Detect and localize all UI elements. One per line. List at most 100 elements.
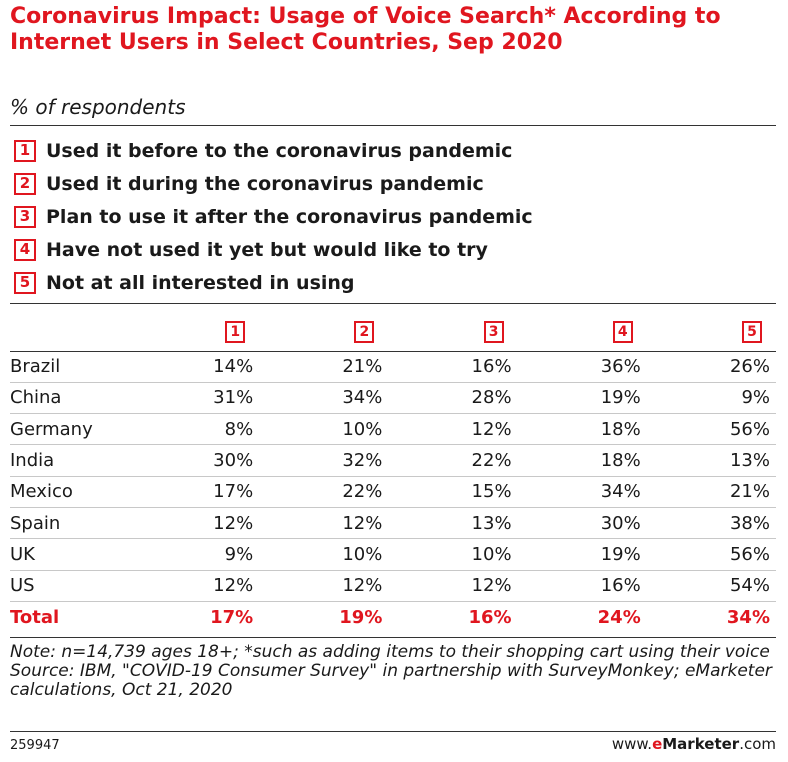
legend-number-box: 5 bbox=[14, 271, 36, 294]
legend-number-box: 1 bbox=[14, 139, 36, 162]
value-cell: 21% bbox=[729, 481, 770, 503]
brand-prefix: www. bbox=[611, 735, 653, 753]
divider-top bbox=[10, 125, 776, 126]
value-cell: 31% bbox=[213, 387, 254, 409]
notes-block: Note: n=14,739 ages 18+; *such as adding… bbox=[10, 643, 780, 700]
table-row: Germany 8% 10% 12% 18% 56% bbox=[10, 414, 776, 445]
brand-logo: www.eMarketer.com bbox=[612, 735, 776, 753]
legend-number-box: 4 bbox=[14, 238, 36, 261]
value-cell: 10% bbox=[342, 418, 383, 440]
chart-subtitle: % of respondents bbox=[10, 95, 186, 119]
value-cell: 10% bbox=[342, 543, 383, 565]
value-cell: 8% bbox=[224, 418, 254, 440]
value-cell: 30% bbox=[600, 512, 641, 534]
total-value-cell: 17% bbox=[210, 606, 254, 628]
country-cell: Spain bbox=[10, 512, 61, 534]
legend-item: 5 Not at all interested in using bbox=[14, 266, 533, 299]
legend-item: 4 Have not used it yet but would like to… bbox=[14, 233, 533, 266]
divider-footer bbox=[10, 731, 776, 732]
value-cell: 21% bbox=[342, 356, 383, 378]
brand-e: e bbox=[652, 735, 663, 753]
brand-name: Marketer bbox=[662, 735, 740, 753]
legend-item: 2 Used it during the coronavirus pandemi… bbox=[14, 167, 533, 200]
value-cell: 12% bbox=[471, 575, 512, 597]
value-cell: 13% bbox=[471, 512, 512, 534]
brand-suffix: .com bbox=[739, 735, 776, 753]
chart-title: Coronavirus Impact: Usage of Voice Searc… bbox=[10, 4, 721, 55]
legend-item: 3 Plan to use it after the coronavirus p… bbox=[14, 200, 533, 233]
note-text: Note: n=14,739 ages 18+; *such as adding… bbox=[10, 642, 770, 662]
value-cell: 9% bbox=[224, 543, 254, 565]
value-cell: 38% bbox=[729, 512, 770, 534]
value-cell: 54% bbox=[729, 575, 770, 597]
value-cell: 17% bbox=[213, 481, 254, 503]
legend-label: Have not used it yet but would like to t… bbox=[46, 238, 488, 261]
legend-label: Used it before to the coronavirus pandem… bbox=[46, 139, 513, 162]
country-cell: US bbox=[10, 575, 35, 597]
table-header-row: 1 2 3 4 5 bbox=[10, 313, 776, 351]
value-cell: 12% bbox=[213, 575, 254, 597]
country-cell: Germany bbox=[10, 418, 93, 440]
value-cell: 16% bbox=[471, 356, 512, 378]
legend-label: Not at all interested in using bbox=[46, 271, 355, 294]
value-cell: 34% bbox=[342, 387, 383, 409]
legend-item: 1 Used it before to the coronavirus pand… bbox=[14, 134, 533, 167]
value-cell: 18% bbox=[600, 418, 641, 440]
value-cell: 56% bbox=[729, 543, 770, 565]
value-cell: 15% bbox=[471, 481, 512, 503]
table-header-col-4: 4 bbox=[518, 313, 647, 351]
legend-label: Used it during the coronavirus pandemic bbox=[46, 172, 484, 195]
table-header-col-3: 3 bbox=[388, 313, 517, 351]
value-cell: 18% bbox=[600, 450, 641, 472]
table-row: US 12% 12% 12% 16% 54% bbox=[10, 570, 776, 602]
value-cell: 12% bbox=[342, 575, 383, 597]
country-cell: Mexico bbox=[10, 481, 73, 503]
total-value-cell: 34% bbox=[726, 606, 770, 628]
value-cell: 22% bbox=[342, 481, 383, 503]
value-cell: 32% bbox=[342, 450, 383, 472]
total-value-cell: 24% bbox=[597, 606, 641, 628]
legend: 1 Used it before to the coronavirus pand… bbox=[14, 134, 533, 299]
total-value-cell: 16% bbox=[468, 606, 512, 628]
table-row: Spain 12% 12% 13% 30% 38% bbox=[10, 507, 776, 539]
total-label: Total bbox=[10, 606, 60, 628]
table-body: Brazil 14% 21% 16% 36% 26% China 31% 34% 28% 19% 9%… bbox=[10, 351, 776, 633]
table-row: UK 9% 10% 10% 19% 56% bbox=[10, 539, 776, 571]
value-cell: 28% bbox=[471, 387, 512, 409]
country-cell: Brazil bbox=[10, 356, 61, 378]
value-cell: 19% bbox=[600, 387, 641, 409]
table-header-col-1: 1 bbox=[130, 313, 259, 351]
table-header-col-5: 5 bbox=[647, 313, 776, 351]
column-number-box: 4 bbox=[612, 321, 633, 344]
value-cell: 34% bbox=[600, 481, 641, 503]
country-cell: UK bbox=[10, 543, 35, 565]
table-row: China 31% 34% 28% 19% 9% bbox=[10, 382, 776, 414]
table-header-country bbox=[10, 313, 130, 351]
source-text: Source: IBM, "COVID-19 Consumer Survey" … bbox=[10, 661, 772, 700]
divider-legend bbox=[10, 303, 776, 304]
table-header-col-2: 2 bbox=[259, 313, 388, 351]
value-cell: 12% bbox=[342, 512, 383, 534]
value-cell: 30% bbox=[213, 450, 254, 472]
country-cell: China bbox=[10, 387, 62, 409]
table-total-row: Total 17% 19% 16% 24% 34% bbox=[10, 601, 776, 632]
table-row: India 30% 32% 22% 18% 13% bbox=[10, 445, 776, 477]
legend-label: Plan to use it after the coronavirus pan… bbox=[46, 205, 533, 228]
column-number-box: 2 bbox=[354, 321, 375, 344]
country-cell: India bbox=[10, 450, 55, 472]
value-cell: 16% bbox=[600, 575, 641, 597]
value-cell: 19% bbox=[600, 543, 641, 565]
value-cell: 12% bbox=[471, 418, 512, 440]
legend-number-box: 3 bbox=[14, 205, 36, 228]
value-cell: 9% bbox=[741, 387, 770, 409]
value-cell: 22% bbox=[471, 450, 512, 472]
total-value-cell: 19% bbox=[339, 606, 383, 628]
value-cell: 13% bbox=[729, 450, 770, 472]
data-table: 1 2 3 4 5 Brazil 14% 21% 16% 36% 26% China 31% 3… bbox=[10, 313, 776, 633]
value-cell: 36% bbox=[600, 356, 641, 378]
column-number-box: 1 bbox=[225, 321, 246, 344]
column-number-box: 5 bbox=[742, 321, 762, 344]
chart-id: 259947 bbox=[10, 738, 60, 753]
value-cell: 10% bbox=[471, 543, 512, 565]
table-row: Mexico 17% 22% 15% 34% 21% bbox=[10, 476, 776, 508]
